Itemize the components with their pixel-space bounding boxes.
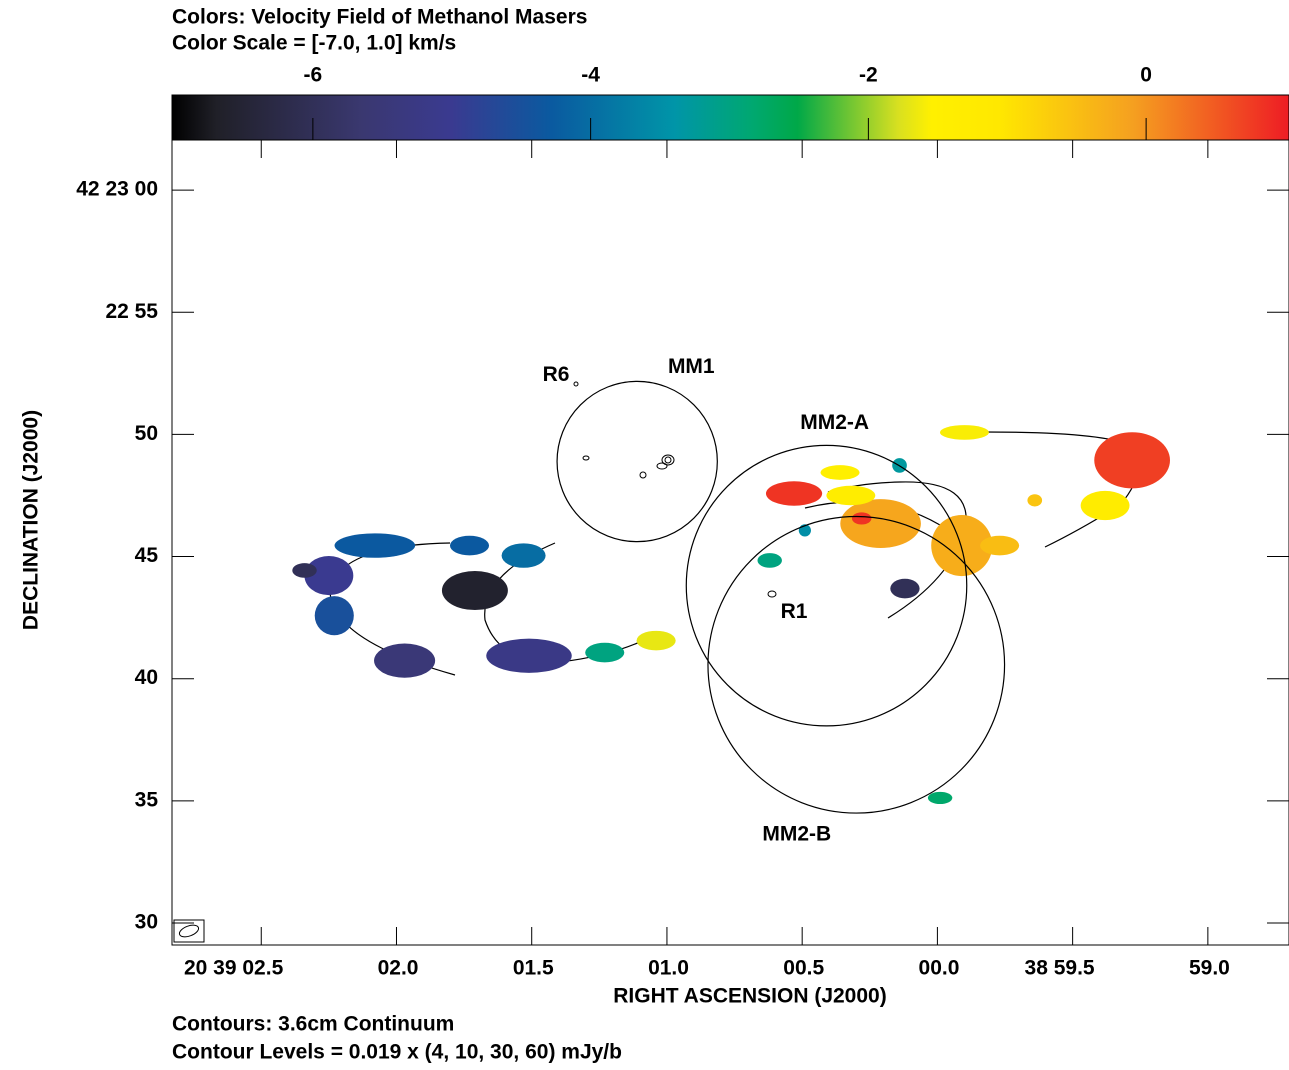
maser-spot bbox=[636, 630, 676, 651]
maser-spot bbox=[374, 643, 436, 678]
maser-spot bbox=[314, 596, 354, 636]
maser-spot bbox=[820, 465, 860, 480]
footer: Contours: 3.6cm Continuum bbox=[172, 1013, 454, 1036]
x-tick-label: 38 59.5 bbox=[1025, 957, 1095, 980]
maser-spot bbox=[292, 563, 317, 578]
title: Color Scale = [-7.0, 1.0] km/s bbox=[172, 32, 456, 55]
maser-spot bbox=[486, 638, 572, 673]
x-axis-label: RIGHT ASCENSION (J2000) bbox=[613, 985, 886, 1008]
annotation: R1 bbox=[781, 600, 808, 623]
y-tick-label: 45 bbox=[135, 544, 159, 567]
x-tick-label: 02.0 bbox=[378, 957, 419, 980]
x-tick-label: 59.0 bbox=[1189, 957, 1230, 980]
contours bbox=[573, 381, 777, 598]
maser-spot bbox=[1080, 490, 1130, 521]
colorbar-tick-label: -4 bbox=[581, 64, 600, 87]
maser-spot bbox=[334, 533, 416, 558]
fit-arcs bbox=[329, 431, 1139, 676]
maser-spot bbox=[1027, 494, 1043, 507]
y-tick-label: 35 bbox=[135, 788, 159, 811]
maser-spot bbox=[441, 570, 508, 611]
maser-spot bbox=[501, 543, 546, 568]
maser-spot bbox=[890, 578, 920, 599]
maser-spot bbox=[585, 642, 625, 663]
colorbar-tick-label: 0 bbox=[1140, 64, 1152, 87]
maser-spot bbox=[980, 535, 1020, 556]
maser-spot bbox=[1094, 432, 1171, 489]
maser-spot bbox=[840, 499, 921, 548]
maser-spot bbox=[449, 535, 490, 556]
title: Colors: Velocity Field of Methanol Maser… bbox=[172, 6, 587, 29]
annotation: MM1 bbox=[668, 355, 715, 378]
x-tick-label: 01.0 bbox=[648, 957, 689, 980]
x-tick-label: 00.5 bbox=[783, 957, 824, 980]
x-tick-label: 00.0 bbox=[919, 957, 960, 980]
region-circle bbox=[707, 515, 1006, 814]
x-tick-label: 01.5 bbox=[513, 957, 554, 980]
y-axis-label: DECLINATION (J2000) bbox=[20, 410, 43, 630]
y-tick-label: 42 23 00 bbox=[76, 178, 158, 201]
colorbar bbox=[171, 94, 1289, 141]
maser-spot bbox=[940, 425, 989, 440]
y-tick-label: 50 bbox=[135, 422, 158, 445]
maser-spot bbox=[826, 485, 876, 506]
maser-spot bbox=[757, 553, 782, 568]
colorbar-tick-label: -6 bbox=[304, 64, 323, 87]
maser-spot bbox=[931, 515, 993, 577]
region-circle bbox=[556, 380, 718, 543]
maser-spot bbox=[765, 481, 823, 506]
region-circle bbox=[685, 444, 968, 727]
maser-spot bbox=[851, 512, 872, 525]
maser-spot bbox=[304, 556, 354, 596]
x-tick-label: 20 39 02.5 bbox=[184, 957, 284, 980]
y-tick-label: 40 bbox=[135, 666, 158, 689]
annotation: MM2-A bbox=[800, 411, 869, 434]
annotation: R6 bbox=[543, 363, 570, 386]
beam bbox=[178, 924, 200, 938]
plot-frame bbox=[171, 139, 1289, 946]
annotation: MM2-B bbox=[762, 822, 831, 845]
y-tick-label: 30 bbox=[135, 911, 158, 934]
colorbar-tick-label: -2 bbox=[859, 64, 878, 87]
maser-spot bbox=[927, 791, 953, 805]
footer: Contour Levels = 0.019 x (4, 10, 30, 60)… bbox=[172, 1041, 622, 1064]
y-tick-label: 22 55 bbox=[105, 300, 158, 323]
